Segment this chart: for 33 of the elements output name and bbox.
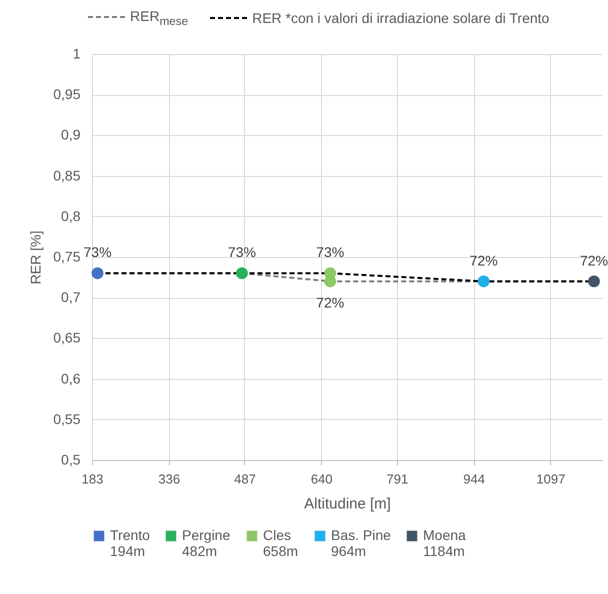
x-tick-label: 183 bbox=[82, 472, 104, 486]
x-tick-label: 791 bbox=[386, 472, 408, 486]
legend-label: RER *con i valori di irradiazione solare di Trento bbox=[252, 10, 550, 26]
legend-label: Moena 1184m bbox=[423, 527, 466, 559]
legend-label: Bas. Pine 964m bbox=[331, 527, 392, 559]
y-tick-label: 0,65 bbox=[53, 330, 81, 346]
legend-label: Trento 194m bbox=[110, 527, 150, 559]
x-tick-label: 944 bbox=[463, 472, 485, 486]
y-tick-label: 0,6 bbox=[61, 370, 81, 386]
data-label: 73% bbox=[316, 244, 344, 260]
y-tick-label: 0,8 bbox=[61, 208, 81, 224]
legend-label: Pergine 482m bbox=[182, 527, 230, 559]
x-tick-label: 640 bbox=[310, 472, 333, 486]
legend-label: RER$_{mese}$ bbox=[130, 8, 188, 28]
data-label: 72% bbox=[580, 252, 608, 268]
y-axis-title: RER [%] bbox=[27, 230, 44, 284]
y-tick-label: 0,85 bbox=[53, 167, 81, 184]
y-tick-label: 1 bbox=[72, 46, 81, 62]
data-label: 72% bbox=[470, 252, 498, 268]
data-label: 73% bbox=[228, 244, 256, 260]
y-tick-label: 0,9 bbox=[61, 126, 81, 143]
x-tick-label: 487 bbox=[234, 472, 256, 486]
x-axis-title: Altitudine [m] bbox=[304, 496, 391, 512]
data-label: 73% bbox=[84, 244, 112, 260]
legend-label: Cles 658m bbox=[263, 527, 298, 559]
y-tick-label: 0,95 bbox=[53, 86, 81, 102]
x-tick-label: 336 bbox=[158, 472, 180, 486]
x-tick-label: 1097 bbox=[536, 472, 566, 486]
data-label: 72% bbox=[316, 294, 344, 310]
y-tick-label: 0,55 bbox=[53, 410, 81, 427]
y-tick-label: 0,5 bbox=[61, 452, 81, 468]
y-tick-label: 0,7 bbox=[61, 289, 81, 306]
y-tick-label: 0,75 bbox=[53, 248, 81, 264]
